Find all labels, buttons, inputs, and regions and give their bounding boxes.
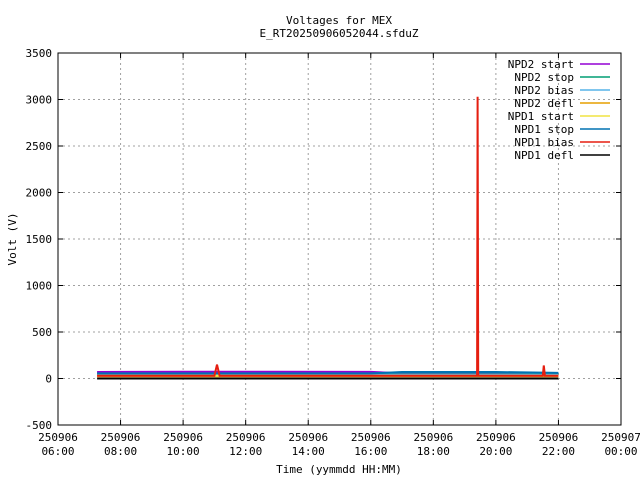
x-tick-time-label: 08:00 [104,445,137,458]
y-axis-label: Volt (V) [6,213,19,266]
y-tick-label: 3500 [26,47,53,60]
legend-label: NPD2 stop [514,71,574,84]
x-tick-time-label: 14:00 [292,445,325,458]
legend-label: NPD2 bias [514,84,574,97]
x-tick-date-label: 250906 [539,431,579,444]
series-line [97,371,559,375]
x-tick-time-label: 20:00 [479,445,512,458]
chart-subtitle: E_RT20250906052044.sfduZ [260,27,419,40]
x-tick-date-label: 250906 [413,431,453,444]
x-tick-date-label: 250906 [226,431,266,444]
y-tick-label: 3000 [26,94,53,107]
x-ticks: 25090606:0025090608:0025090610:002509061… [38,53,640,458]
x-tick-time-label: 18:00 [417,445,450,458]
y-tick-label: 0 [45,373,52,386]
y-tick-label: -500 [26,419,53,432]
x-tick-date-label: 250906 [38,431,78,444]
x-axis-label: Time (yymmdd HH:MM) [276,463,402,476]
legend-label: NPD1 defl [514,149,574,162]
legend-label: NPD2 defl [514,97,574,110]
y-tick-label: 2000 [26,187,53,200]
x-tick-time-label: 10:00 [167,445,200,458]
x-tick-time-label: 16:00 [354,445,387,458]
x-tick-time-label: 22:00 [542,445,575,458]
y-tick-label: 500 [32,326,52,339]
series-line [97,96,559,377]
chart-title: Voltages for MEX [286,14,392,27]
x-tick-date-label: 250906 [288,431,328,444]
legend-label: NPD1 stop [514,123,574,136]
y-tick-label: 2500 [26,140,53,153]
x-tick-time-label: 06:00 [41,445,74,458]
x-tick-date-label: 250906 [476,431,516,444]
x-tick-time-label: 12:00 [229,445,262,458]
legend-label: NPD1 bias [514,136,574,149]
y-tick-label: 1000 [26,280,53,293]
x-tick-date-label: 250906 [163,431,203,444]
y-tick-label: 1500 [26,233,53,246]
legend-label: NPD2 start [508,58,574,71]
series-lines [97,96,559,380]
x-tick-date-label: 250906 [351,431,391,444]
legend-label: NPD1 start [508,110,574,123]
x-tick-date-label: 250906 [101,431,141,444]
y-ticks: 3500 3000 2500 2000 1500 1000 500 0 -500 [26,47,621,432]
x-tick-time-label: 00:00 [604,445,637,458]
x-tick-date-label: 250907 [601,431,640,444]
